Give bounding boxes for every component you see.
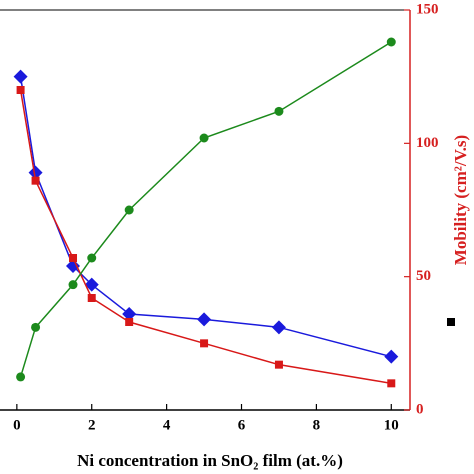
y2-tick-label: 100 <box>416 135 439 151</box>
x-tick-label: 6 <box>238 417 246 433</box>
legend-square <box>447 318 455 326</box>
x-tick-label: 0 <box>13 417 21 433</box>
x-tick-label: 10 <box>384 417 399 433</box>
series-line <box>19 89 392 385</box>
diamond-marker <box>13 69 28 84</box>
y2-tick-label: 150 <box>416 1 439 17</box>
square-marker <box>125 318 134 326</box>
square-marker <box>31 176 40 185</box>
circle-marker <box>16 372 26 382</box>
square-marker <box>16 86 25 94</box>
diamond-marker <box>122 307 137 321</box>
y2-tick-label: 50 <box>416 268 431 284</box>
square-marker <box>200 339 209 348</box>
circle-marker <box>124 205 134 215</box>
circle-marker <box>386 37 396 47</box>
x-axis-label: Ni concentration in SnO₂ film (at.%) <box>77 451 343 470</box>
square-marker <box>274 360 283 369</box>
diamond-marker <box>197 312 212 327</box>
x-tick-label: 2 <box>88 417 96 433</box>
square-marker <box>69 254 78 262</box>
diamond-marker <box>84 277 99 292</box>
y2-tick-label: 0 <box>416 401 424 417</box>
circle-marker <box>199 133 209 143</box>
square-marker <box>87 294 96 302</box>
diamond-marker <box>66 259 81 273</box>
diamond-marker <box>271 320 286 335</box>
x-tick-label: 4 <box>163 417 171 433</box>
circle-marker <box>274 106 284 116</box>
circle-marker <box>68 280 78 290</box>
diamond-marker <box>28 165 43 180</box>
series-line <box>19 76 392 358</box>
square-marker <box>387 379 396 388</box>
series-line <box>19 41 392 378</box>
circle-marker <box>87 253 97 263</box>
circle-marker <box>31 322 41 332</box>
x-tick-label: 8 <box>313 417 321 433</box>
diamond-marker <box>384 349 399 364</box>
y2-axis-label: Mobility (cm²/V.s) <box>451 135 470 265</box>
